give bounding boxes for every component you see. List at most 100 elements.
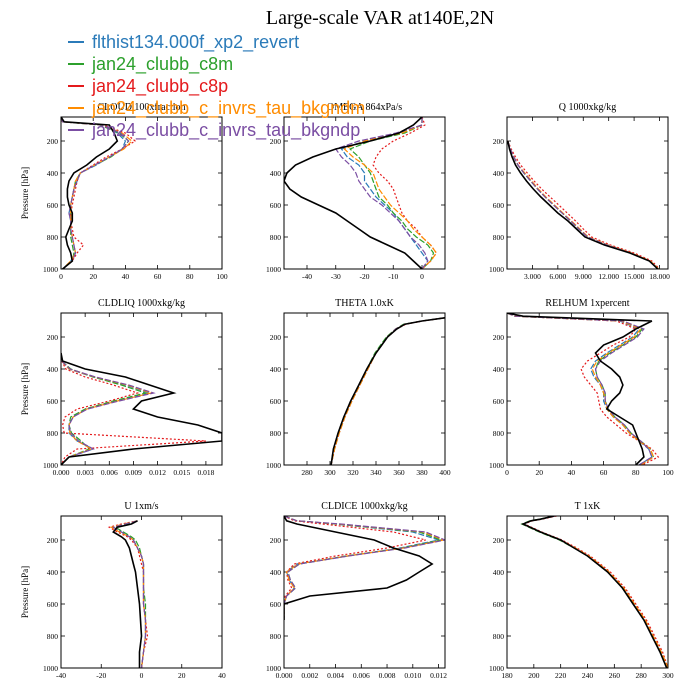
x-tick-label: 15.000 [624, 272, 645, 281]
y-tick-label: 400 [47, 568, 59, 577]
x-tick-label: 320 [347, 468, 359, 477]
y-tick-label: 400 [270, 365, 282, 374]
panel-5: THETA 1.0xK 200 400 600 800 1000 280 300 320 340 3… [266, 298, 451, 477]
x-tick-label: 18.000 [649, 272, 670, 281]
x-tick-label: 80 [632, 468, 640, 477]
series-line-5 [61, 117, 130, 269]
y-tick-label: 400 [47, 169, 59, 178]
reference-line [330, 317, 445, 465]
x-tick-label: 0.006 [353, 671, 370, 680]
series-group [61, 117, 137, 269]
series-line-4 [61, 117, 133, 269]
y-tick-label: 800 [493, 233, 505, 242]
series-group [284, 516, 445, 620]
x-tick-label: 12.000 [598, 272, 619, 281]
y-tick-label: 800 [493, 429, 505, 438]
x-tick-label: 260 [609, 671, 621, 680]
y-tick-label: 600 [47, 600, 59, 609]
series-group [507, 140, 660, 269]
y-tick-label: 800 [47, 233, 59, 242]
reference-line [507, 313, 653, 465]
legend: flthist134.000f_xp2_revertjan24_clubb_c8… [68, 32, 365, 141]
x-tick-label: 0.008 [379, 671, 396, 680]
series-group [520, 516, 668, 668]
series-line-3 [61, 117, 137, 269]
series-group [61, 352, 222, 465]
x-tick-label: 380 [416, 468, 428, 477]
y-tick-label: 800 [270, 233, 282, 242]
y-tick-label: 200 [47, 137, 59, 146]
series-line-3 [107, 520, 149, 668]
x-tick-label: 0.009 [125, 468, 142, 477]
y-axis-label: Pressure [hPa] [20, 363, 30, 415]
x-tick-label: -40 [56, 671, 66, 680]
x-tick-label: 0.018 [197, 468, 214, 477]
series-group [330, 317, 445, 465]
series-line-2 [520, 516, 668, 668]
y-tick-label: 400 [47, 365, 59, 374]
x-tick-label: 3.000 [524, 272, 541, 281]
x-tick-label: 220 [555, 671, 567, 680]
x-tick-label: 0.002 [301, 671, 318, 680]
y-tick-label: 400 [493, 365, 505, 374]
x-tick-label: 100 [662, 468, 674, 477]
x-tick-label: 40 [218, 671, 226, 680]
y-tick-label: 600 [493, 397, 505, 406]
x-tick-label: -10 [388, 272, 398, 281]
x-tick-label: 0 [420, 272, 424, 281]
series-line-5 [507, 140, 659, 269]
y-tick-label: 600 [270, 201, 282, 210]
series-line-4 [343, 117, 438, 269]
panel-frame [506, 312, 669, 466]
reference-line [61, 117, 119, 269]
panel-title: RELHUM 1xpercent [545, 298, 629, 309]
y-tick-label: 600 [270, 397, 282, 406]
x-tick-label: 300 [662, 671, 674, 680]
series-line-3 [507, 140, 660, 269]
figure-title: Large-scale VAR at140E,2N [266, 7, 494, 29]
x-tick-label: 60 [154, 272, 162, 281]
panel-title: OMEGA 864xPa/s [327, 102, 402, 113]
x-tick-label: 180 [501, 671, 513, 680]
panel-title: CLDLIQ 1000xkg/kg [98, 298, 185, 309]
x-tick-label: -30 [331, 272, 341, 281]
series-group [507, 313, 660, 465]
x-tick-label: 80 [186, 272, 194, 281]
x-tick-label: 60 [600, 468, 608, 477]
y-tick-label: 400 [270, 568, 282, 577]
reference-line [284, 516, 434, 620]
series-line-5 [334, 117, 429, 269]
x-tick-label: 0.015 [173, 468, 190, 477]
y-tick-label: 1000 [489, 461, 504, 470]
panel-frame [60, 515, 223, 669]
x-tick-label: 400 [439, 468, 451, 477]
x-tick-label: 300 [324, 468, 336, 477]
y-tick-label: 600 [493, 600, 505, 609]
panel-3: Q 1000xkg/kg 200 400 600 800 1000 3.000 6.000 9.… [489, 102, 670, 281]
series-line-4 [330, 317, 445, 465]
series-line-3 [522, 516, 668, 668]
series-line-1 [507, 313, 653, 465]
series-line-1 [330, 317, 445, 465]
panel-title: T 1xK [575, 501, 601, 512]
x-tick-label: 280 [636, 671, 648, 680]
y-tick-label: 1000 [266, 265, 281, 274]
series-line-5 [330, 317, 445, 465]
series-line-5 [521, 516, 668, 668]
reference-line [284, 117, 423, 269]
x-tick-label: -20 [360, 272, 370, 281]
series-line-3 [330, 317, 445, 465]
x-tick-label: 0.012 [149, 468, 166, 477]
y-axis-label: Pressure [hPa] [20, 167, 30, 219]
x-tick-label: 0 [140, 671, 144, 680]
series-line-4 [521, 516, 668, 668]
y-tick-label: 200 [493, 536, 505, 545]
panel-frame [283, 116, 446, 270]
y-tick-label: 400 [493, 568, 505, 577]
x-tick-label: 6.000 [549, 272, 566, 281]
y-axis-label: Pressure [hPa] [20, 566, 30, 618]
